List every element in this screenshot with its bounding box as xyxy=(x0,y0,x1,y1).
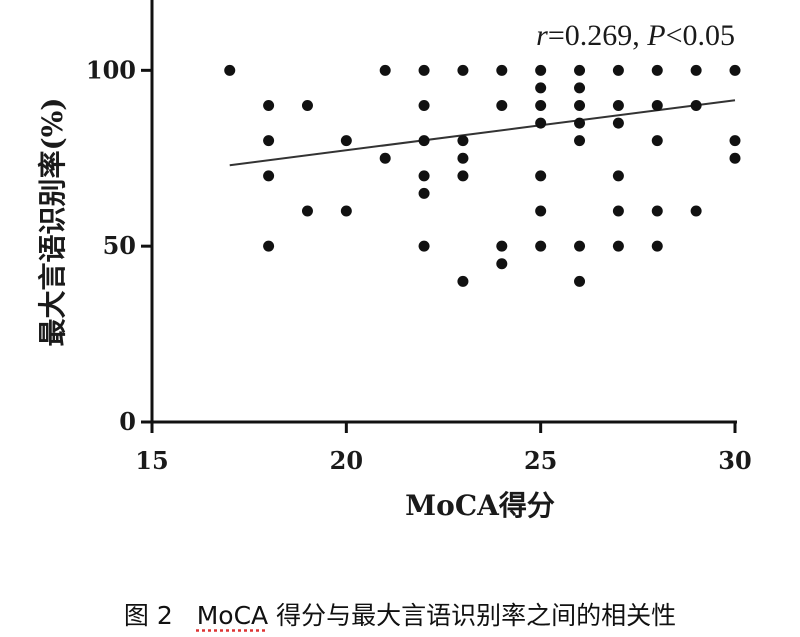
data-point xyxy=(574,117,586,129)
data-point xyxy=(535,240,547,252)
axes xyxy=(141,0,737,433)
x-tick-label: 20 xyxy=(330,446,363,475)
data-point xyxy=(263,135,275,147)
data-point xyxy=(651,64,663,76)
data-point xyxy=(418,135,430,147)
caption-text: 得分与最大言语识别率之间的相关性 xyxy=(268,601,677,630)
data-point xyxy=(418,100,430,111)
figure-caption: 图 2 MoCA 得分与最大言语识别率之间的相关性 xyxy=(0,596,800,632)
correlation-annotation: r=0.269, P<0.05 xyxy=(536,19,735,52)
data-point xyxy=(690,100,702,111)
data-point xyxy=(729,64,741,76)
p-symbol: P xyxy=(646,19,665,52)
x-tick-label: 30 xyxy=(718,446,751,475)
data-point xyxy=(651,100,663,111)
data-point xyxy=(612,205,624,217)
data-point xyxy=(301,205,313,217)
data-point xyxy=(457,275,469,287)
data-point xyxy=(574,64,586,76)
y-tick-label: 100 xyxy=(86,55,136,84)
data-point xyxy=(457,152,469,164)
data-point xyxy=(379,64,391,76)
data-point xyxy=(612,117,624,129)
p-value: <0.05 xyxy=(666,19,735,52)
data-point xyxy=(457,135,469,147)
data-point xyxy=(457,64,469,76)
data-point xyxy=(574,100,586,111)
data-point xyxy=(263,100,275,111)
data-point xyxy=(418,170,430,182)
data-point xyxy=(418,187,430,199)
data-point xyxy=(496,100,508,111)
data-point xyxy=(301,100,313,111)
data-point xyxy=(418,240,430,252)
data-point xyxy=(263,240,275,252)
data-point xyxy=(612,64,624,76)
trendline-group xyxy=(229,99,736,167)
r-symbol: r xyxy=(536,19,548,52)
y-axis-title: 最大言语识别率(%) xyxy=(36,97,69,346)
data-point xyxy=(379,152,391,164)
data-point xyxy=(574,240,586,252)
x-axis-title: MoCA得分 xyxy=(405,489,555,522)
data-point xyxy=(612,170,624,182)
data-point xyxy=(496,240,508,252)
data-point xyxy=(496,64,508,76)
data-point xyxy=(340,205,352,217)
data-point xyxy=(340,135,352,147)
regression-line xyxy=(229,99,736,167)
data-point xyxy=(574,275,586,287)
data-point xyxy=(535,205,547,217)
data-point xyxy=(690,64,702,76)
data-point xyxy=(651,135,663,147)
data-point xyxy=(535,117,547,129)
data-points xyxy=(224,64,741,287)
data-point xyxy=(457,170,469,182)
data-point xyxy=(729,152,741,164)
caption-moca: MoCA xyxy=(196,601,269,630)
data-point xyxy=(574,135,586,147)
data-point xyxy=(535,64,547,76)
scatter-chart: 15 20 25 30 0 50 100 MoCA得分 最大言语识别率(%) r=0.269… xyxy=(36,0,752,522)
figure-number: 图 2 xyxy=(123,601,173,630)
data-point xyxy=(651,205,663,217)
x-tick-label: 15 xyxy=(135,446,168,475)
data-point xyxy=(263,170,275,182)
data-point xyxy=(690,205,702,217)
data-point xyxy=(729,135,741,147)
data-point xyxy=(574,82,586,94)
data-point xyxy=(535,170,547,182)
data-point xyxy=(224,64,236,76)
x-tick-label: 25 xyxy=(524,446,557,475)
y-tick-label: 50 xyxy=(103,231,136,260)
y-tick-label: 0 xyxy=(119,407,136,436)
data-point xyxy=(496,258,508,270)
data-point xyxy=(535,100,547,111)
tick-labels: 15 20 25 30 0 50 100 xyxy=(86,55,752,475)
data-point xyxy=(612,100,624,111)
data-point xyxy=(612,240,624,252)
r-value: =0.269, xyxy=(548,19,647,52)
data-point xyxy=(651,240,663,252)
data-point xyxy=(535,82,547,94)
data-point xyxy=(418,64,430,76)
